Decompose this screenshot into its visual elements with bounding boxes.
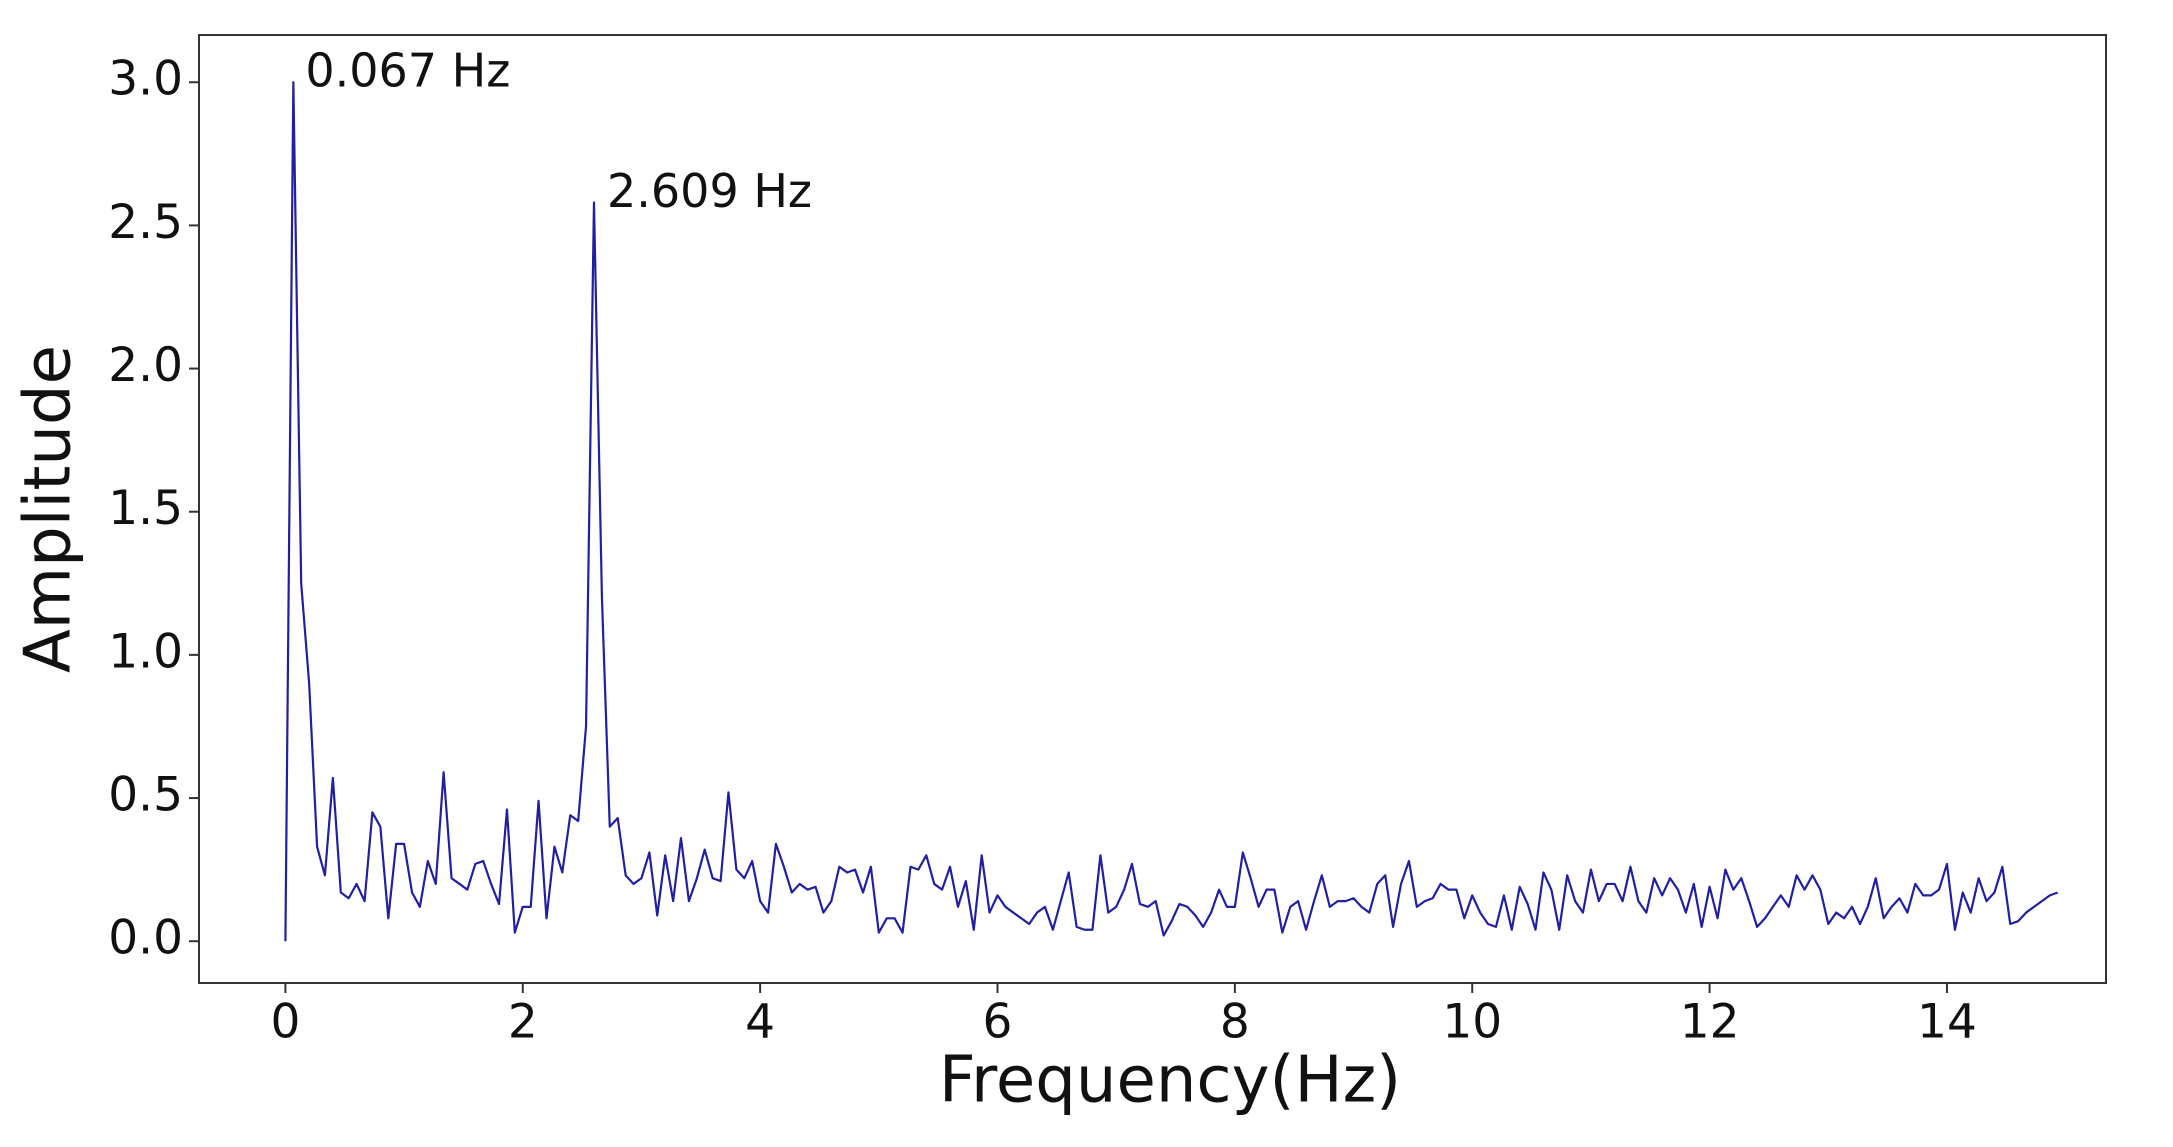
peak-annotation: 0.067 Hz: [305, 44, 510, 98]
x-tick-label: 6: [983, 995, 1013, 1050]
x-tick-label: 2: [508, 995, 538, 1050]
x-tick-label: 8: [1220, 995, 1250, 1050]
y-tick-label: 1.5: [108, 481, 183, 536]
x-tick-label: 12: [1680, 995, 1740, 1050]
x-tick-label: 0: [270, 995, 300, 1050]
x-tick-label: 10: [1442, 995, 1502, 1050]
y-axis-label: Amplitude: [12, 345, 86, 673]
x-tick-label: 14: [1917, 995, 1977, 1050]
y-tick-label: 2.5: [108, 195, 183, 250]
peak-annotation: 2.609 Hz: [607, 164, 812, 218]
y-tick-label: 3.0: [108, 52, 183, 107]
plot-frame: [198, 34, 2107, 984]
spectrum-line: [284, 81, 2059, 942]
y-tick-label: 2.0: [108, 338, 183, 393]
x-tick-label: 4: [745, 995, 775, 1050]
y-tick-label: 0.0: [108, 911, 183, 966]
x-axis-label: Frequency(Hz): [939, 1044, 1401, 1118]
y-tick-label: 1.0: [108, 624, 183, 679]
y-tick-label: 0.5: [108, 768, 183, 823]
